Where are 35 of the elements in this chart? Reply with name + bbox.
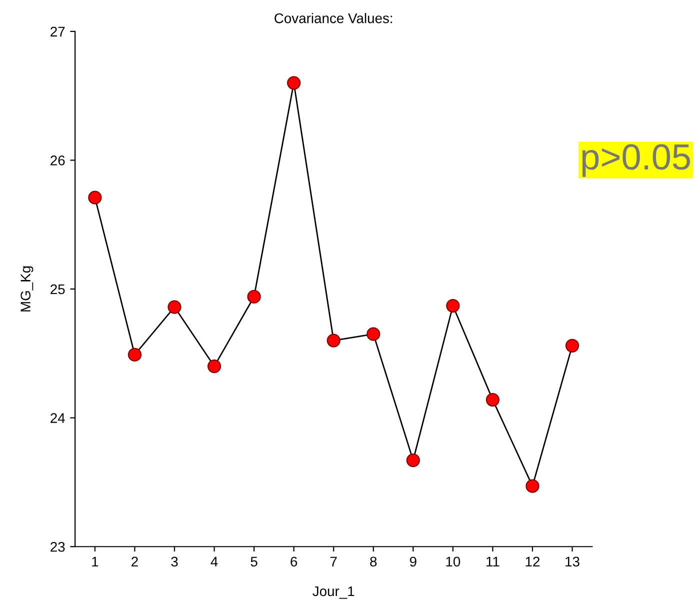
x-tick-label: 4 xyxy=(210,556,218,566)
y-tick-label: 23 xyxy=(50,542,65,552)
x-tick-label: 13 xyxy=(566,556,580,567)
annotation: p>0.05 xyxy=(582,144,690,177)
y-tick-label: 25 xyxy=(50,284,65,294)
y-tick-label: 27 xyxy=(50,26,65,36)
point xyxy=(446,298,460,313)
y-axis-title: MG_Kg xyxy=(20,266,34,312)
point xyxy=(88,190,102,204)
point xyxy=(565,338,580,352)
x-tick-label: 12 xyxy=(526,556,540,566)
x-tick-label: 6 xyxy=(290,556,298,567)
x-tick-label: 8 xyxy=(370,556,377,567)
x-tick-label: 9 xyxy=(410,556,416,567)
point xyxy=(207,359,222,374)
x-tick-label: 11 xyxy=(486,556,500,566)
x-tick-label: 5 xyxy=(250,556,258,567)
point xyxy=(326,334,340,348)
chart-title: Covariance Values: xyxy=(274,13,392,24)
point xyxy=(168,300,182,314)
point xyxy=(486,392,500,407)
x-tick-label: 1 xyxy=(92,556,98,566)
point xyxy=(366,327,380,341)
point xyxy=(287,76,301,90)
point xyxy=(526,479,540,493)
point xyxy=(128,348,142,362)
y-tick-label: 26 xyxy=(50,156,65,166)
point xyxy=(406,454,420,468)
point xyxy=(247,290,261,304)
x-tick-label: 10 xyxy=(446,556,460,567)
x-tick-label: 7 xyxy=(330,556,337,566)
y-tick-label: 24 xyxy=(50,413,65,423)
x-tick-label: 3 xyxy=(171,556,178,567)
x-tick-label: 2 xyxy=(132,556,138,566)
x-axis-title: Jour_1 xyxy=(312,586,354,599)
